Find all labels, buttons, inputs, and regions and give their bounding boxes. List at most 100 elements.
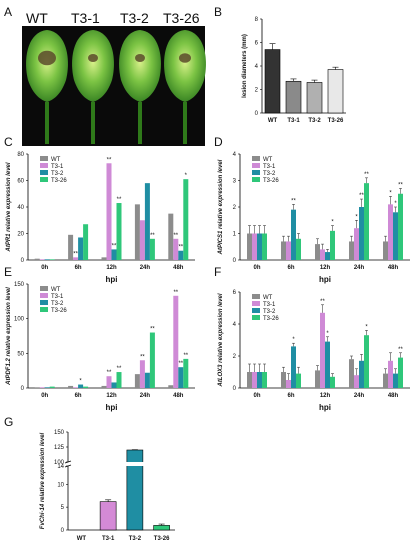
y-tick-label-6: 150 <box>54 430 65 436</box>
significance-mark: ** <box>359 193 364 199</box>
y-tick-label-3: 6 <box>255 41 259 47</box>
bar-t3-26-0h <box>49 259 55 260</box>
y-axis-label: lesion diameters (mm) <box>242 34 248 98</box>
legend-swatch-2 <box>252 308 260 313</box>
legend-swatch-0 <box>40 156 48 161</box>
bar-t3-2-48h <box>393 373 398 388</box>
bar-wt-24h <box>134 204 140 260</box>
legend-label-2: T3-2 <box>263 309 276 315</box>
legend-label-3: T3-26 <box>263 316 279 322</box>
lesion <box>88 54 98 62</box>
bar-t3-26-48h <box>183 358 189 388</box>
x-tick-label-1: 6h <box>75 265 82 271</box>
bar-t3-26-0h <box>262 372 267 388</box>
bar-t3-1-24h <box>139 220 145 260</box>
x-tick-label-1: 6h <box>287 265 294 271</box>
x-tick-label-3: 24h <box>140 393 151 399</box>
significance-mark: * <box>326 331 329 337</box>
bar-t3-26-0h <box>49 386 55 388</box>
bar-wt-12h <box>315 370 320 388</box>
panel-letter-g: G <box>4 415 13 429</box>
y-axis-label: AtPICS1 relative expression level <box>218 159 224 255</box>
y-tick-label-2: 2 <box>233 205 237 211</box>
x-tick-label-0: 0h <box>41 393 48 399</box>
panel-letter-f: F <box>214 265 221 279</box>
bar-wt-48h <box>168 385 174 388</box>
y-tick-label-0: 0 <box>61 528 65 534</box>
significance-mark: ** <box>107 370 112 376</box>
bar-t3-2-6h <box>291 346 296 388</box>
bar-t3-1-6h <box>286 380 291 388</box>
y-axis-label: AtPDF1.2 relative expression level <box>6 287 12 386</box>
bar-wt-24h <box>134 374 140 388</box>
y-tick-label-5: 125 <box>54 445 65 451</box>
significance-mark: ** <box>183 353 188 359</box>
y-tick-label-3: 14 <box>57 464 64 470</box>
leaf-blade <box>26 30 68 102</box>
significance-mark: * <box>394 201 397 207</box>
y-axis-label: AtLOX3 relative expression level <box>218 293 224 387</box>
bar-t3-26-12h <box>330 230 335 260</box>
y-tick-label-4: 8 <box>255 17 259 23</box>
y-tick-label-2: 100 <box>14 317 25 323</box>
leaf-petiole <box>91 102 95 144</box>
y-tick-label-0: 0 <box>21 258 25 264</box>
leaf-blade <box>119 30 161 102</box>
bar-t3-1 <box>99 501 117 531</box>
legend-label-2: T3-2 <box>263 171 276 177</box>
bar-t3-26-6h <box>296 238 301 260</box>
legend-label-3: T3-26 <box>263 178 279 184</box>
y-axis-label: FvChi-14 relative expression level <box>40 432 46 529</box>
leaf-blade <box>164 30 206 102</box>
significance-mark: ** <box>173 233 178 239</box>
leaf-petiole <box>138 102 142 144</box>
bar-wt-6h <box>281 241 286 260</box>
legend-swatch-0 <box>40 286 48 291</box>
bar-t3-2-24h <box>144 372 150 388</box>
photo-label-t3-2: T3-2 <box>120 10 149 26</box>
x-tick-label-3: 24h <box>354 265 365 271</box>
y-tick-label-1: 1 <box>233 232 237 238</box>
significance-mark: * <box>355 214 358 220</box>
x-axis-label: hpi <box>319 275 331 284</box>
bar-wt-6h <box>68 234 74 260</box>
bar-wt-12h <box>315 244 320 260</box>
leaf-3 <box>119 30 161 144</box>
bar-t3-2-0h <box>257 233 262 260</box>
bar-break-gap <box>125 462 144 466</box>
bar-t3-1-12h <box>320 249 325 260</box>
bar-t3-1-12h <box>320 312 325 388</box>
bar-t3-1-12h <box>106 376 112 388</box>
y-tick-label-2: 40 <box>17 205 24 211</box>
significance-mark: ** <box>178 361 183 367</box>
x-axis-label: hpi <box>319 403 331 412</box>
leaf-1 <box>26 30 68 144</box>
bar-wt-48h <box>383 373 388 388</box>
significance-mark: * <box>292 337 295 343</box>
legend-label-1: T3-1 <box>51 164 64 170</box>
bar-wt-0h <box>34 387 40 388</box>
legend-swatch-1 <box>252 301 260 306</box>
significance-mark: ** <box>73 251 78 257</box>
x-tick-label-0: 0h <box>41 265 48 271</box>
bar-wt-0h <box>247 372 252 388</box>
bar-t3-1-0h <box>39 259 45 260</box>
y-tick-label-2: 4 <box>233 322 237 328</box>
leaf-4 <box>164 30 206 144</box>
x-tick-label-3: T3-26 <box>154 536 170 542</box>
bar-t3-1-48h <box>173 238 179 260</box>
bar-wt-24h <box>349 359 354 388</box>
legend-swatch-0 <box>252 156 260 161</box>
bar-wt <box>264 49 281 114</box>
bar-t3-26 <box>327 69 344 114</box>
panel-letter-a: A <box>4 5 12 19</box>
y-tick-label-1: 20 <box>17 232 24 238</box>
x-tick-label-2: 12h <box>106 393 117 399</box>
bar-t3-2-6h <box>78 237 84 260</box>
bar-t3-1-6h <box>73 387 79 388</box>
x-tick-label-2: 12h <box>320 393 331 399</box>
bar-t3-26-48h <box>183 179 189 260</box>
x-tick-label-3: T3-26 <box>328 118 344 124</box>
bar-t3-2-24h <box>359 207 364 260</box>
leaf-petiole <box>183 102 187 144</box>
